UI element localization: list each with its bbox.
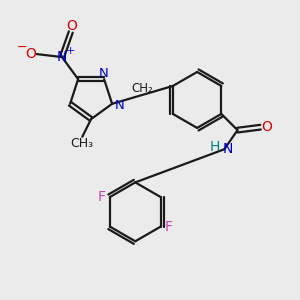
Text: CH₃: CH₃ — [71, 137, 94, 150]
Text: CH₂: CH₂ — [132, 82, 153, 95]
Text: O: O — [66, 19, 77, 32]
Text: F: F — [98, 190, 106, 204]
Text: N: N — [57, 50, 67, 64]
Text: O: O — [25, 47, 36, 61]
Text: O: O — [262, 120, 272, 134]
Text: +: + — [65, 46, 75, 56]
Text: F: F — [165, 220, 173, 234]
Text: H: H — [210, 140, 220, 154]
Text: −: − — [16, 41, 27, 54]
Text: N: N — [99, 67, 109, 80]
Text: N: N — [223, 142, 233, 156]
Text: N: N — [115, 99, 124, 112]
